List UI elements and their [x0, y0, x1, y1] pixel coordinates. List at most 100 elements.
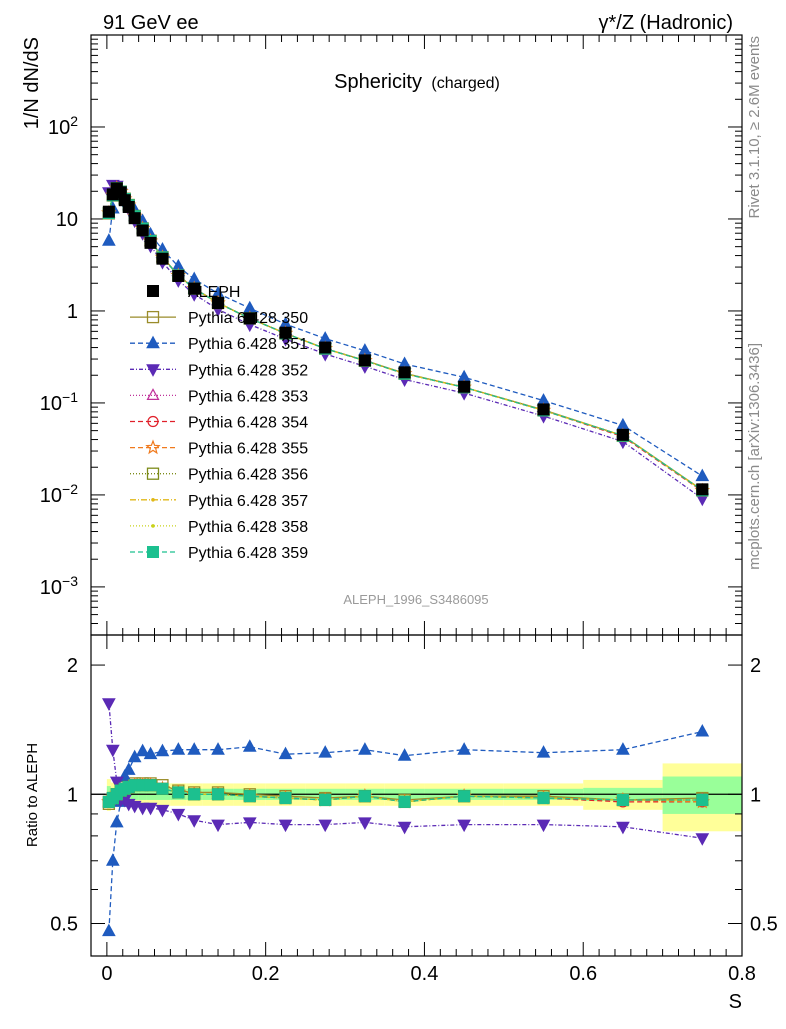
y-tick-label: 10−1	[40, 389, 78, 415]
data-point	[102, 205, 115, 218]
x-tick-label: 0.6	[569, 963, 597, 985]
data-point	[172, 269, 185, 282]
ratio-point	[144, 779, 157, 792]
ratio-point	[536, 819, 551, 833]
data-point	[156, 252, 169, 265]
y-tick-exponent: 2	[70, 113, 78, 129]
ratio-series-pythia-6-428-359	[102, 779, 709, 808]
data-point	[458, 380, 471, 393]
ratio-line	[108, 730, 703, 932]
ratio-point	[243, 790, 256, 803]
ratio-point	[318, 819, 333, 833]
ratio-point	[109, 814, 124, 828]
main-y-ticks: 10−3 10−2 10−1 1 10 102	[40, 34, 742, 636]
legend-label: Pythia 6.428 351	[188, 336, 308, 353]
y-tick-exponent: −2	[62, 481, 78, 497]
ratio-point	[188, 788, 201, 801]
legend-entry: Pythia 6.428 351	[130, 335, 308, 353]
legend-marker	[146, 388, 160, 400]
mc-point	[102, 233, 116, 246]
ratio-y-axis-label: Ratio to ALEPH	[24, 743, 41, 847]
legend-marker	[147, 415, 159, 428]
chart-title: Sphericity (charged)	[334, 71, 500, 93]
series-aleph	[102, 182, 709, 496]
x-tick-label: 0.4	[411, 963, 439, 985]
legend-marker	[147, 285, 159, 297]
data-point	[279, 326, 292, 339]
legend-entry: ALEPH	[147, 284, 240, 301]
main-x-ticks	[106, 35, 743, 635]
y-tick-exponent: −1	[62, 389, 78, 405]
ratio-point	[172, 786, 185, 799]
ratio-point	[358, 790, 371, 803]
legend-marker	[146, 467, 160, 480]
ratio-tick-label-left: 2	[67, 655, 78, 677]
ratio-point	[171, 808, 186, 822]
ratio-x-ticks: 0 0.2 0.4 0.6 0.8	[101, 635, 756, 985]
analysis-watermark: ALEPH_1996_S3486095	[343, 592, 488, 607]
legend-entry: Pythia 6.428 354	[130, 415, 308, 432]
data-point	[243, 312, 256, 325]
data-point	[696, 483, 709, 496]
ratio-point	[457, 819, 471, 833]
legend-label: Pythia 6.428 356	[188, 467, 308, 484]
chart-title-sub: (charged)	[431, 75, 499, 92]
chart-title-main: Sphericity	[334, 71, 422, 93]
legend-label: Pythia 6.428 352	[188, 362, 308, 379]
legend-entry: Pythia 6.428 359	[130, 545, 308, 562]
ratio-point	[105, 744, 120, 758]
ratio-point	[279, 792, 292, 805]
ratio-point	[278, 819, 293, 833]
ratio-point	[695, 724, 710, 737]
legend-marker	[145, 439, 161, 455]
ratio-point	[135, 743, 150, 757]
series-line	[108, 184, 703, 500]
ratio-tick-label-right: 2	[750, 655, 761, 677]
main-series-layer	[101, 179, 711, 507]
legend-label: Pythia 6.428 354	[188, 415, 308, 432]
y-tick-label: 10	[56, 209, 78, 231]
ratio-point	[212, 788, 225, 801]
data-point	[136, 224, 149, 237]
legend-entry: Pythia 6.428 350	[130, 310, 308, 327]
x-tick-label: 0.2	[252, 963, 280, 985]
ratio-point	[397, 748, 412, 761]
mcplots-source-label: mcplots.cern.ch [arXiv:1306.3436]	[746, 343, 763, 570]
ratio-point	[616, 742, 630, 755]
ratio-series-layer	[101, 698, 711, 937]
y-tick-exponent: −3	[62, 573, 78, 589]
ratio-point	[458, 790, 471, 803]
ratio-point	[187, 742, 202, 755]
legend-label: Pythia 6.428 359	[188, 545, 308, 562]
ratio-point	[358, 817, 372, 830]
ratio-point	[616, 821, 630, 835]
ratio-point	[318, 745, 333, 758]
ratio-point	[143, 802, 158, 816]
data-point	[128, 212, 141, 225]
y-tick-label: 10−2	[40, 481, 78, 507]
ratio-point	[155, 743, 170, 757]
ratio-point	[616, 793, 629, 806]
ratio-panel-frame	[90, 634, 743, 957]
legend-label: ALEPH	[188, 284, 240, 301]
ratio-point	[397, 821, 412, 835]
legend-entry: Pythia 6.428 358	[130, 519, 308, 536]
ratio-point	[696, 793, 709, 806]
legend-marker	[151, 524, 155, 528]
legend-marker	[146, 310, 160, 324]
ratio-point	[155, 804, 170, 818]
ratio-point	[242, 817, 257, 830]
series-line	[108, 193, 703, 477]
data-point	[122, 200, 135, 213]
ratio-tick-label-right: 0.5	[750, 913, 778, 935]
ratio-point	[358, 742, 372, 755]
ratio-point	[242, 739, 257, 752]
ratio-panel: 0.5 0.51 12 2 0 0.2 0.4 0.6 0.8 Ratio to ALEPH …	[24, 634, 778, 1013]
ratio-point	[102, 923, 116, 937]
legend: ALEPH Pythia 6.428 350 Pythia 6.428 351 Pyt…	[130, 284, 308, 562]
y-tick-label: 10−3	[40, 573, 78, 599]
legend-entry: Pythia 6.428 357	[130, 493, 308, 510]
ratio-point	[143, 746, 158, 760]
main-panel: 10−3 10−2 10−1 1 10 102 1/N dN/dS Sphericity …	[21, 34, 743, 636]
ratio-point	[457, 742, 471, 755]
